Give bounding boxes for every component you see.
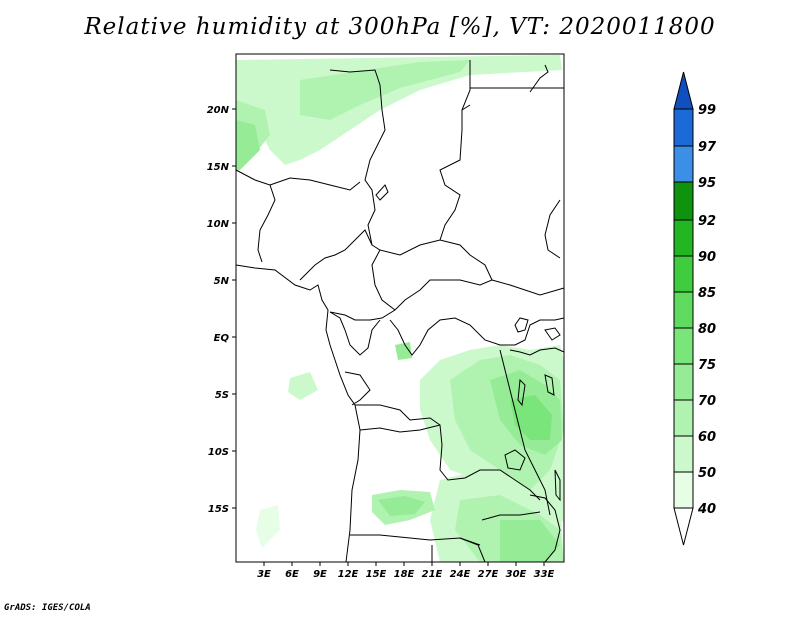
lon-tick-label: 15E bbox=[366, 569, 387, 580]
colorbar-label: 60 bbox=[698, 430, 716, 445]
longitude-labels: 3E 6E 9E 12E 15E 18E 21E 24E 27E 30E 33E bbox=[257, 569, 554, 580]
map-frame bbox=[235, 53, 565, 563]
lat-tick-label: 5N bbox=[214, 276, 230, 287]
map-title: Relative humidity at 300hPa [%], VT: 202… bbox=[84, 14, 716, 40]
colorbar-upper-arrow bbox=[673, 71, 694, 110]
lon-tick-label: 12E bbox=[338, 569, 359, 580]
colorbar-label: 92 bbox=[698, 214, 716, 229]
grads-credit: GrADS: IGES/COLA bbox=[4, 603, 91, 613]
lon-tick-label: 21E bbox=[422, 569, 443, 580]
lon-tick-label: 9E bbox=[313, 569, 327, 580]
lat-tick-label: 20N bbox=[207, 105, 230, 116]
colorbar bbox=[673, 71, 694, 546]
axis-ticks bbox=[232, 108, 545, 566]
lon-tick-label: 18E bbox=[394, 569, 415, 580]
lon-tick-label: 24E bbox=[450, 569, 471, 580]
colorbar-label: 50 bbox=[698, 466, 716, 481]
latitude-labels: 20N 15N 10N 5N EQ 5S 10S 15S bbox=[207, 105, 230, 515]
lat-tick-label: 10N bbox=[207, 219, 230, 230]
lat-tick-label: 10S bbox=[208, 447, 229, 458]
humidity-shading bbox=[236, 55, 564, 562]
colorbar-label: 80 bbox=[698, 322, 716, 337]
colorbar-label: 95 bbox=[698, 176, 716, 191]
colorbar-label: 40 bbox=[697, 502, 716, 517]
colorbar-label: 85 bbox=[698, 286, 716, 301]
colorbar-label: 90 bbox=[698, 250, 716, 265]
colorbar-label: 99 bbox=[698, 103, 716, 118]
lat-tick-label: EQ bbox=[214, 333, 230, 344]
lon-tick-label: 6E bbox=[285, 569, 299, 580]
lon-tick-label: 30E bbox=[506, 569, 527, 580]
lat-tick-label: 15S bbox=[208, 504, 229, 515]
colorbar-label: 97 bbox=[698, 140, 717, 155]
lon-tick-label: 3E bbox=[257, 569, 271, 580]
colorbar-labels: 40 50 60 70 75 80 85 90 92 95 97 99 bbox=[697, 103, 717, 517]
colorbar-label: 70 bbox=[698, 394, 716, 409]
colorbar-lower-arrow bbox=[673, 507, 694, 546]
colorbar-label: 75 bbox=[698, 358, 716, 373]
lat-tick-label: 15N bbox=[207, 162, 230, 173]
lon-tick-label: 33E bbox=[534, 569, 555, 580]
lon-tick-label: 27E bbox=[478, 569, 499, 580]
lat-tick-label: 5S bbox=[215, 390, 229, 401]
